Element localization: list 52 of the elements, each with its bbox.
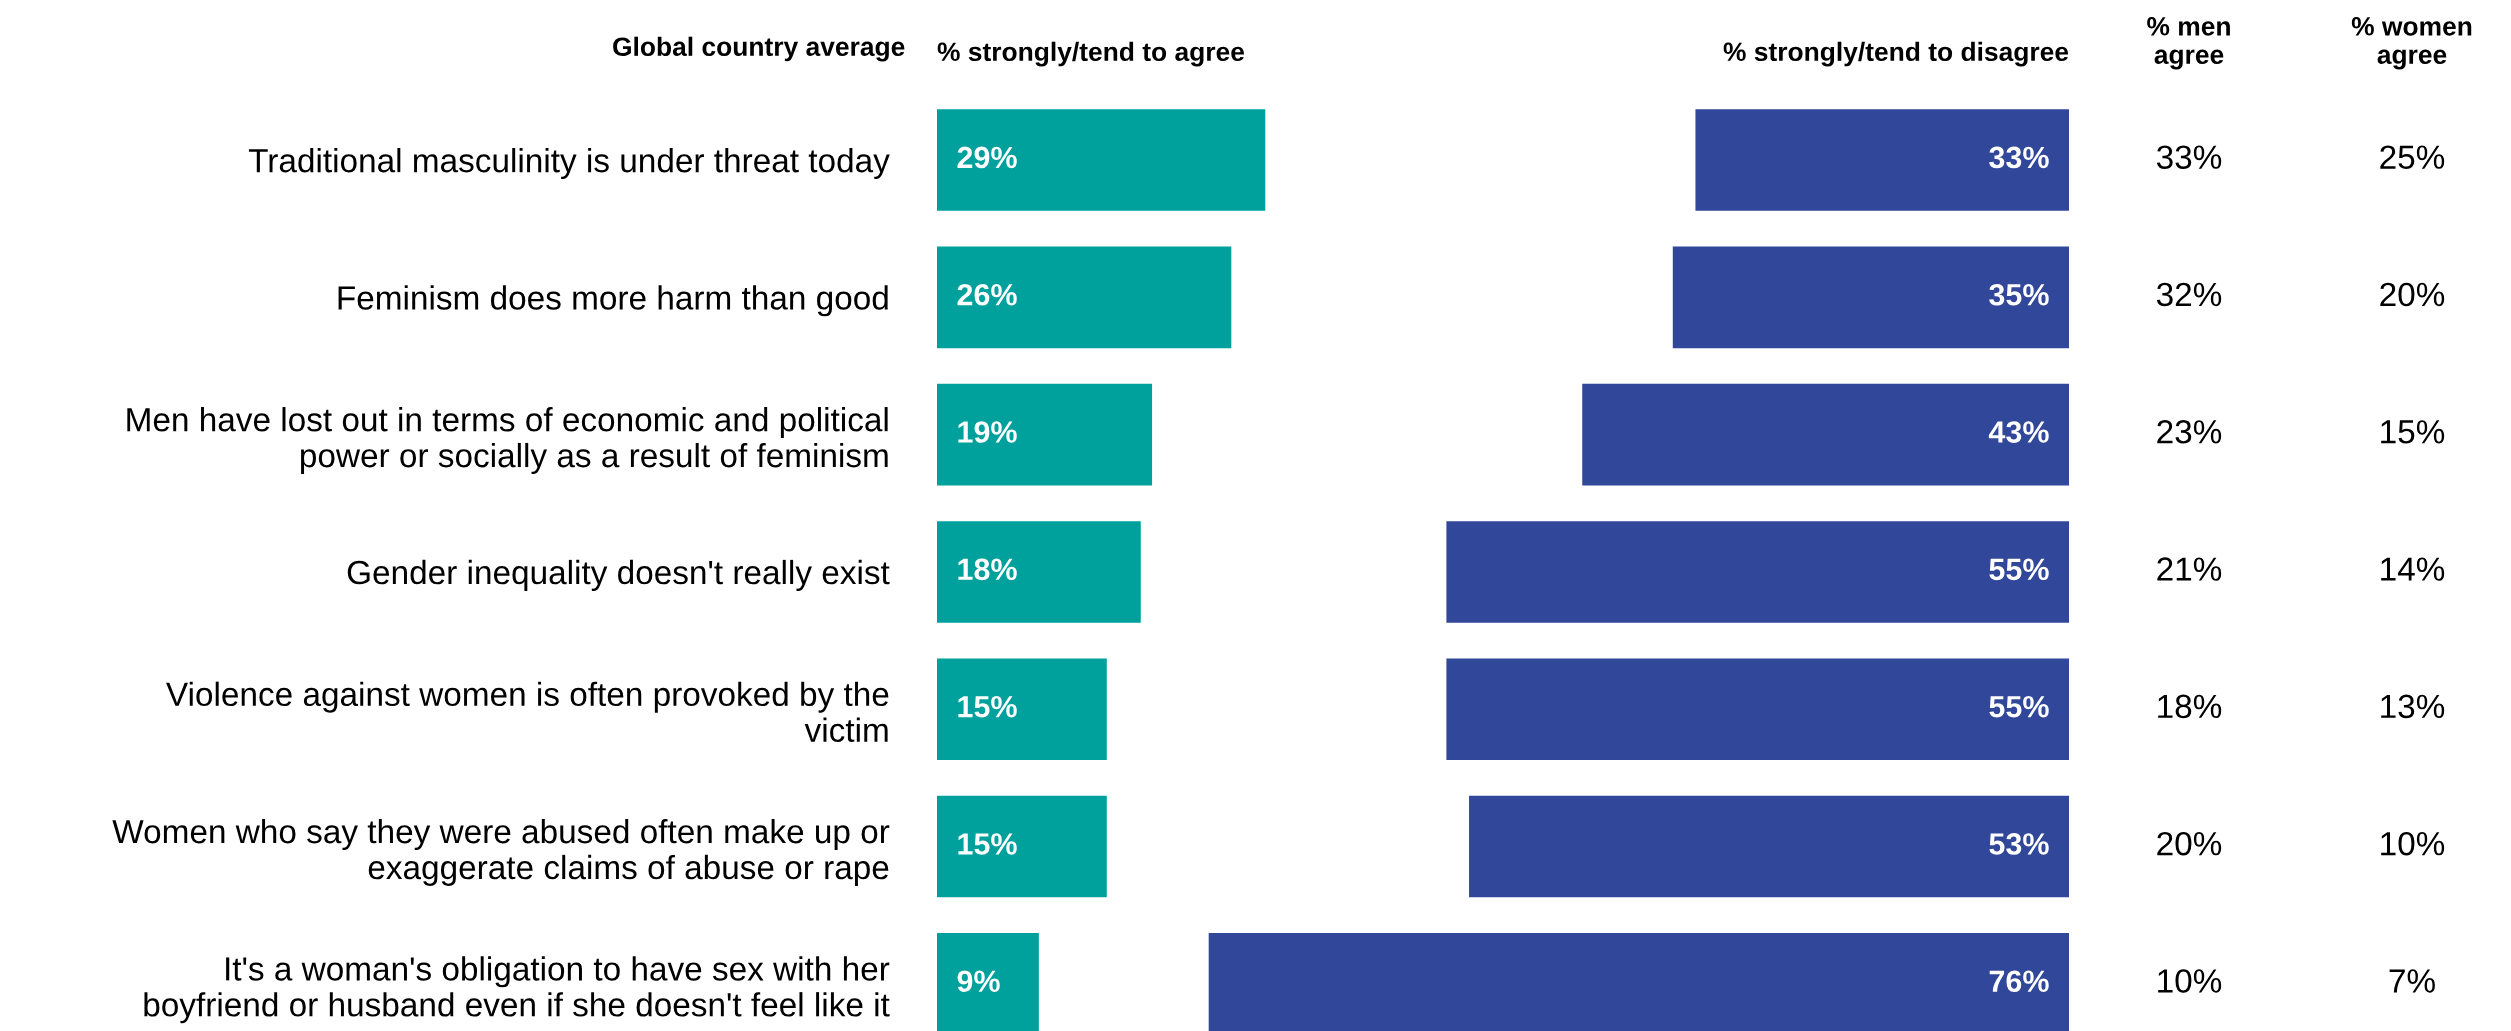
bar [937,521,1141,623]
bar [937,109,1266,211]
y-axis-title: Global country average [613,36,905,62]
bar [1469,795,2069,898]
bar [937,383,1153,486]
bar [1695,109,2069,211]
data-label: 55% [1989,558,2049,581]
chart-title: % strongly/tend to agree [937,41,1245,67]
data-label: 20% [2380,282,2445,307]
data-label: 15% [958,833,1017,855]
data-label: 29% [957,146,1017,169]
data-label: 18% [958,558,1017,581]
data-label: 14% [2381,557,2445,581]
text: % men agree [2147,17,2230,70]
bar [1446,658,2069,761]
y-tick-label: Men have lost out in terms of economic and political power or socially as a result of feminism [127,407,888,475]
data-label: 33% [1989,146,2049,169]
data-label: 43% [1988,421,2049,443]
bar [1582,383,2069,486]
data-label: 19% [958,421,1017,443]
data-label: 9% [957,970,1000,993]
data-label: 21% [2157,557,2222,581]
y-tick-label: Traditional masculinity is under threat today [248,147,890,180]
bar [1446,521,2069,623]
data-label: 15% [958,695,1017,718]
data-label: 55% [1989,695,2049,718]
data-label: 23% [2157,419,2222,444]
data-label: 53% [1989,833,2049,855]
text: % women agree [2351,17,2472,70]
data-label: 10% [2381,831,2445,856]
data-label: 26% [957,283,1017,306]
bar [1672,246,2069,349]
y-tick-label: Gender inequality doesn't really exist [347,559,890,591]
data-label: 18% [2158,694,2222,719]
chart-title: % strongly/tend to disagree [1723,41,2069,67]
data-label: 76% [1989,970,2049,993]
y-tick-label: Women who say they were abused often make up or exaggerate claims of abuse or rape [112,818,890,886]
y-tick-label: Feminism does more harm than good [338,285,888,317]
data-label: 20% [2157,831,2222,856]
data-label: 10% [2158,969,2222,993]
bar [937,795,1107,898]
data-label: 33% [2156,145,2222,169]
data-label: 13% [2381,694,2445,719]
y-tick-label: It's a woman's obligation to have sex with her boyfriend or husband even if she doesn't feel like it [144,956,890,1024]
y-tick-label: Violence against women is often provoked by the victim [166,681,889,743]
bar [937,246,1232,349]
data-label: 25% [2380,145,2445,169]
data-label: 32% [2156,282,2222,307]
data-label: 35% [1989,283,2049,306]
data-label: 15% [2381,420,2445,444]
data-label: 7% [2389,969,2435,993]
bar [937,658,1107,761]
